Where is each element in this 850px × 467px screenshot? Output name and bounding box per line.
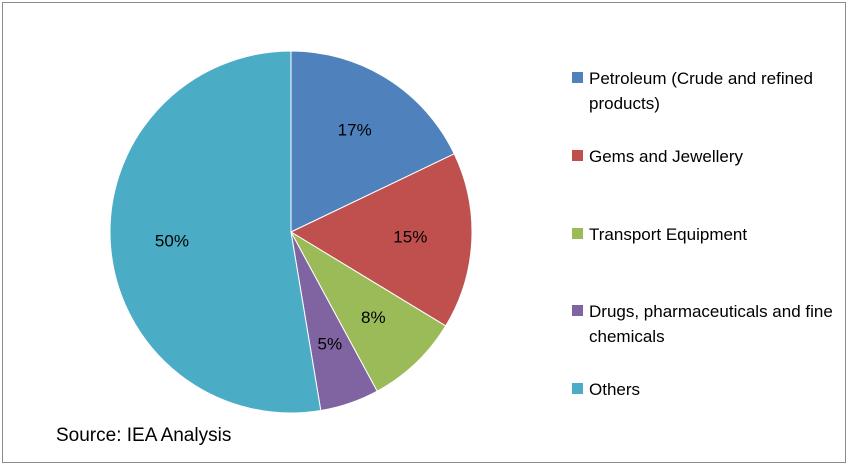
legend-swatch bbox=[572, 305, 583, 316]
source-note: Source: IEA Analysis bbox=[56, 425, 232, 446]
label-gems: 15% bbox=[393, 227, 427, 246]
slice-petroleum bbox=[290, 50, 455, 233]
label-others: 50% bbox=[155, 231, 189, 250]
legend-item-gems: Gems and Jewellery bbox=[572, 144, 842, 169]
legend-swatch bbox=[572, 228, 583, 239]
legend-item-transport: Transport Equipment bbox=[572, 222, 842, 247]
slice-transport bbox=[289, 230, 447, 392]
legend-label: Others bbox=[589, 380, 641, 399]
label-drugs: 5% bbox=[317, 334, 342, 353]
legend-label: Petroleum (Crude and refined products) bbox=[589, 69, 813, 113]
legend-swatch bbox=[572, 383, 583, 394]
legend-label: Drugs, pharmaceuticals and fine chemical… bbox=[589, 302, 833, 346]
legend-item-others: Others bbox=[572, 377, 842, 402]
label-transport: 8% bbox=[361, 308, 386, 327]
label-petroleum: 17% bbox=[338, 120, 372, 139]
legend-item-drugs: Drugs, pharmaceuticals and fine chemical… bbox=[572, 299, 842, 349]
slice-others bbox=[109, 50, 322, 414]
legend-label: Transport Equipment bbox=[589, 225, 748, 244]
legend-item-petroleum: Petroleum (Crude and refined products) bbox=[572, 66, 842, 116]
legend-swatch bbox=[572, 150, 583, 161]
legend-label: Gems and Jewellery bbox=[589, 147, 744, 166]
legend-swatch bbox=[572, 72, 583, 83]
slice-gems bbox=[289, 153, 473, 327]
